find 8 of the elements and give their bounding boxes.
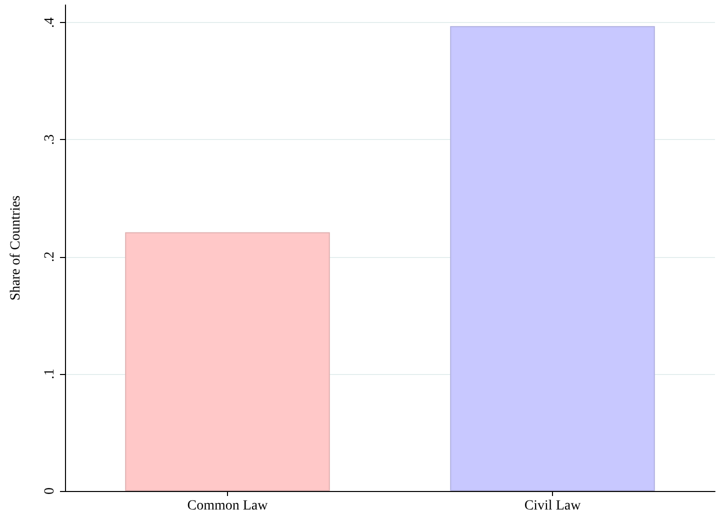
- y-tick-label: 0: [42, 488, 58, 494]
- x-tick-label: Civil Law: [524, 498, 582, 514]
- y-tick-label: .2: [42, 252, 58, 262]
- y-tick-label: .4: [42, 17, 58, 28]
- x-tick-label: Common Law: [187, 498, 269, 514]
- y-axis-title: Share of Countries: [8, 196, 24, 300]
- y-tick-label: .1: [42, 368, 58, 380]
- y-tick-label: .3: [42, 134, 58, 145]
